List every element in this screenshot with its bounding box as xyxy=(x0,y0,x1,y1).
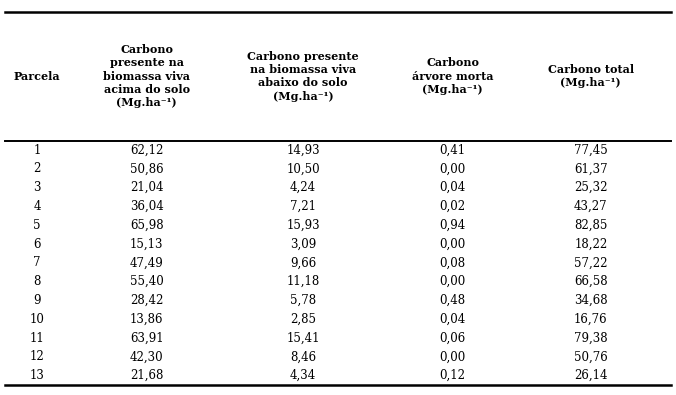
Text: 4,24: 4,24 xyxy=(290,181,316,194)
Text: 42,30: 42,30 xyxy=(130,350,164,363)
Text: 28,42: 28,42 xyxy=(130,294,164,307)
Text: 77,45: 77,45 xyxy=(574,143,608,156)
Text: 1: 1 xyxy=(33,143,41,156)
Text: 82,85: 82,85 xyxy=(574,219,608,232)
Text: 15,93: 15,93 xyxy=(286,219,320,232)
Text: 57,22: 57,22 xyxy=(574,256,608,269)
Text: 10: 10 xyxy=(30,313,45,326)
Text: 13,86: 13,86 xyxy=(130,313,164,326)
Text: 2: 2 xyxy=(33,162,41,175)
Text: 0,04: 0,04 xyxy=(439,313,466,326)
Text: 47,49: 47,49 xyxy=(130,256,164,269)
Text: 9,66: 9,66 xyxy=(290,256,316,269)
Text: 3: 3 xyxy=(33,181,41,194)
Text: 7,21: 7,21 xyxy=(290,200,316,213)
Text: 8,46: 8,46 xyxy=(290,350,316,363)
Text: 11: 11 xyxy=(30,332,45,344)
Text: 0,08: 0,08 xyxy=(439,256,466,269)
Text: 5,78: 5,78 xyxy=(290,294,316,307)
Text: 0,04: 0,04 xyxy=(439,181,466,194)
Text: 7: 7 xyxy=(33,256,41,269)
Text: 0,00: 0,00 xyxy=(439,162,466,175)
Text: 2,85: 2,85 xyxy=(290,313,316,326)
Text: 50,86: 50,86 xyxy=(130,162,164,175)
Text: 50,76: 50,76 xyxy=(574,350,608,363)
Text: Carbono total
(Mg.ha⁻¹): Carbono total (Mg.ha⁻¹) xyxy=(548,64,634,88)
Text: 0,02: 0,02 xyxy=(439,200,466,213)
Text: 14,93: 14,93 xyxy=(286,143,320,156)
Text: 0,48: 0,48 xyxy=(439,294,466,307)
Text: 13: 13 xyxy=(30,369,45,382)
Text: 43,27: 43,27 xyxy=(574,200,608,213)
Text: 66,58: 66,58 xyxy=(574,275,608,288)
Text: Carbono presente
na biomassa viva
abaixo do solo
(Mg.ha⁻¹): Carbono presente na biomassa viva abaixo… xyxy=(247,51,359,102)
Text: 21,68: 21,68 xyxy=(130,369,164,382)
Text: 0,12: 0,12 xyxy=(440,369,466,382)
Text: 10,50: 10,50 xyxy=(286,162,320,175)
Text: 21,04: 21,04 xyxy=(130,181,164,194)
Text: 61,37: 61,37 xyxy=(574,162,608,175)
Text: 36,04: 36,04 xyxy=(130,200,164,213)
Text: 0,00: 0,00 xyxy=(439,275,466,288)
Text: 25,32: 25,32 xyxy=(574,181,608,194)
Text: Carbono
presente na
biomassa viva
acima do solo
(Mg.ha⁻¹): Carbono presente na biomassa viva acima … xyxy=(103,44,190,108)
Text: 18,22: 18,22 xyxy=(574,237,608,250)
Text: 5: 5 xyxy=(33,219,41,232)
Text: 79,38: 79,38 xyxy=(574,332,608,344)
Text: 55,40: 55,40 xyxy=(130,275,164,288)
Text: 65,98: 65,98 xyxy=(130,219,164,232)
Text: 0,00: 0,00 xyxy=(439,237,466,250)
Text: 0,06: 0,06 xyxy=(439,332,466,344)
Text: 0,41: 0,41 xyxy=(439,143,466,156)
Text: 0,00: 0,00 xyxy=(439,350,466,363)
Text: 16,76: 16,76 xyxy=(574,313,608,326)
Text: Carbono
árvore morta
(Mg.ha⁻¹): Carbono árvore morta (Mg.ha⁻¹) xyxy=(412,58,493,95)
Text: 15,41: 15,41 xyxy=(287,332,320,344)
Text: 26,14: 26,14 xyxy=(574,369,608,382)
Text: 8: 8 xyxy=(33,275,41,288)
Text: 6: 6 xyxy=(33,237,41,250)
Text: 12: 12 xyxy=(30,350,45,363)
Text: 34,68: 34,68 xyxy=(574,294,608,307)
Text: 15,13: 15,13 xyxy=(130,237,164,250)
Text: 9: 9 xyxy=(33,294,41,307)
Text: 11,18: 11,18 xyxy=(287,275,320,288)
Text: 62,12: 62,12 xyxy=(130,143,164,156)
Text: Parcela: Parcela xyxy=(14,71,60,82)
Text: 63,91: 63,91 xyxy=(130,332,164,344)
Text: 0,94: 0,94 xyxy=(439,219,466,232)
Text: 3,09: 3,09 xyxy=(290,237,316,250)
Text: 4: 4 xyxy=(33,200,41,213)
Text: 4,34: 4,34 xyxy=(290,369,316,382)
